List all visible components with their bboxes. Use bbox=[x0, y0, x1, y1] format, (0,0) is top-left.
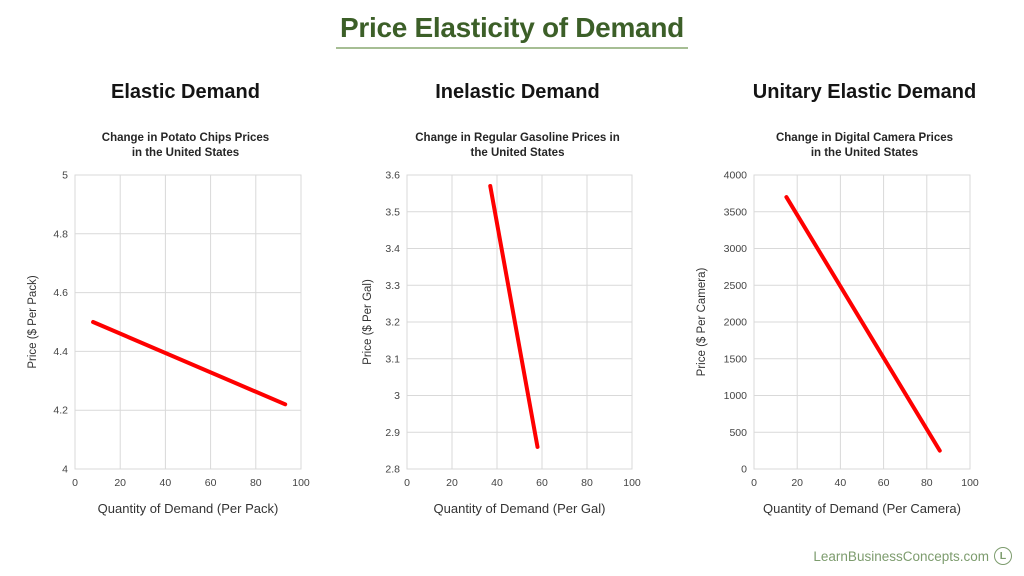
y-axis-title-unitary-elastic: Price ($ Per Camera) bbox=[696, 267, 708, 377]
y-tick-label: 3.2 bbox=[385, 317, 400, 329]
x-tick-label: 80 bbox=[581, 477, 593, 489]
y-tick-label: 3.5 bbox=[385, 206, 400, 218]
y-tick-label: 1000 bbox=[724, 390, 748, 402]
chart-canvas-unitary-elastic: 0 500 1000 1500 2000 2500 3000 3500 4000 0 20 40 60 8… bbox=[697, 165, 1024, 500]
y-tick-label: 4.8 bbox=[53, 228, 68, 240]
plot-border bbox=[406, 174, 633, 470]
demand-line bbox=[784, 195, 942, 453]
y-tick-label: 2.8 bbox=[385, 464, 400, 476]
x-tick-label: 60 bbox=[205, 477, 217, 489]
x-tick-label: 20 bbox=[791, 477, 803, 489]
x-axis-title-inelastic: Quantity of Demand (Per Gal) bbox=[433, 501, 606, 516]
y-tick-label: 4.4 bbox=[53, 346, 68, 358]
chart-heading-inelastic: Inelastic Demand bbox=[435, 81, 600, 103]
y-tick-label: 0 bbox=[741, 464, 747, 476]
y-tick-label: 2000 bbox=[724, 317, 748, 329]
y-tick-label: 3.3 bbox=[385, 280, 400, 292]
x-tick-label: 60 bbox=[536, 477, 548, 489]
y-tick-label: 3.1 bbox=[385, 353, 400, 365]
chart-canvas-elastic: 4 4.2 4.4 4.6 4.8 5 0 20 40 60 80 100 bbox=[18, 165, 358, 500]
y-tick-label: 3000 bbox=[724, 243, 748, 255]
y-tick-label: 4.2 bbox=[53, 405, 68, 417]
x-axis-title-elastic: Quantity of Demand (Per Pack) bbox=[97, 501, 279, 516]
chart-subtitle-regular-gasoline: Change in Regular Gasoline Prices in the… bbox=[415, 132, 620, 159]
x-axis-title-unitary-elastic: Quantity of Demand (Per Camera) bbox=[763, 501, 961, 516]
demand-line bbox=[488, 184, 540, 449]
chart-subtitle-digital-camera: Change in Digital Camera Prices in the U… bbox=[775, 132, 954, 159]
chart-canvas-inelastic: 2.8 2.9 3 3.1 3.2 3.3 3.4 3.5 3.6 0 20 40 60 80 100 bbox=[350, 165, 690, 500]
y-tick-label: 3 bbox=[394, 390, 400, 402]
page-title: Price Elasticity of Demand bbox=[336, 12, 688, 49]
chart-svg: 4 4.2 4.4 4.6 4.8 5 0 20 40 60 80 100 bbox=[53, 170, 310, 490]
circled-l-logo-icon: L bbox=[994, 547, 1012, 565]
chart-svg: 2.8 2.9 3 3.1 3.2 3.3 3.4 3.5 3.6 0 20 40 60 80 100 bbox=[385, 170, 641, 490]
x-tick-label: 40 bbox=[160, 477, 172, 489]
x-tick-label: 80 bbox=[921, 477, 933, 489]
y-tick-label: 1500 bbox=[724, 353, 748, 365]
y-tick-label: 3.6 bbox=[385, 170, 400, 182]
y-tick-label: 2.9 bbox=[385, 427, 400, 439]
chart-heading-unitary-elastic: Unitary Elastic Demand bbox=[752, 81, 977, 103]
chart-heading-elastic: Elastic Demand bbox=[111, 81, 260, 103]
y-tick-label: 500 bbox=[729, 427, 747, 439]
chart-svg: 0 500 1000 1500 2000 2500 3000 3500 4000 0 20 40 60 8… bbox=[724, 170, 979, 490]
x-tick-label: 20 bbox=[446, 477, 458, 489]
x-tick-label: 80 bbox=[250, 477, 262, 489]
y-tick-label: 5 bbox=[62, 170, 68, 182]
main-title-wrap: Price Elasticity of Demand bbox=[0, 12, 1024, 49]
y-axis-title-inelastic: Price ($ Per Gal) bbox=[362, 279, 374, 365]
y-tick-label: 4 bbox=[62, 464, 68, 476]
y-tick-label: 2500 bbox=[724, 280, 748, 292]
y-tick-label: 3500 bbox=[724, 206, 748, 218]
x-tick-label: 40 bbox=[491, 477, 503, 489]
y-tick-label: 3.4 bbox=[385, 243, 400, 255]
footer: LearnBusinessConcepts.com L bbox=[813, 547, 1012, 565]
x-tick-label: 40 bbox=[835, 477, 847, 489]
x-tick-label: 0 bbox=[404, 477, 410, 489]
x-tick-label: 0 bbox=[72, 477, 78, 489]
x-tick-label: 0 bbox=[751, 477, 757, 489]
x-tick-label: 100 bbox=[623, 477, 641, 489]
plot-border bbox=[753, 174, 971, 470]
x-tick-label: 20 bbox=[114, 477, 126, 489]
y-tick-label: 4000 bbox=[724, 170, 748, 182]
footer-site-name: LearnBusinessConcepts.com bbox=[813, 548, 989, 564]
chart-subtitle-potato-chips: Change in Potato Chips Prices in the Uni… bbox=[101, 132, 270, 159]
demand-line bbox=[91, 320, 288, 407]
x-tick-label: 100 bbox=[292, 477, 310, 489]
plot-border bbox=[74, 174, 302, 470]
y-tick-label: 4.6 bbox=[53, 287, 68, 299]
x-tick-label: 60 bbox=[878, 477, 890, 489]
x-tick-label: 100 bbox=[961, 477, 979, 489]
y-axis-title-elastic: Price ($ Per Pack) bbox=[27, 275, 39, 369]
